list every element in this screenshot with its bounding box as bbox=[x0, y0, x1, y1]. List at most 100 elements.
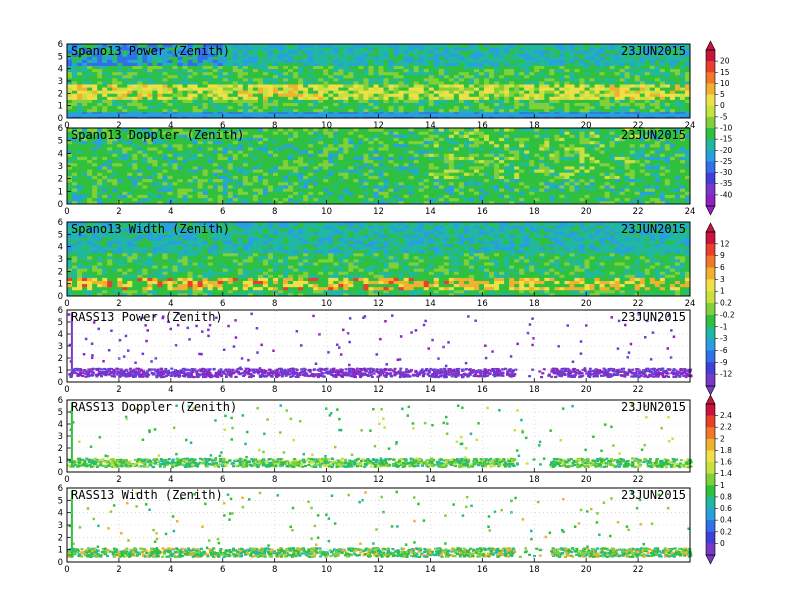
heatmap-cell bbox=[594, 50, 600, 54]
heatmap-cell bbox=[132, 159, 138, 164]
heatmap-cell bbox=[172, 59, 178, 63]
heatmap-cell bbox=[132, 134, 138, 138]
heatmap-cell bbox=[202, 65, 209, 70]
heatmap-cell bbox=[67, 53, 73, 57]
heatmap-cell bbox=[433, 150, 440, 154]
heatmap-cell bbox=[544, 59, 550, 63]
heatmap-cell bbox=[388, 191, 394, 195]
heatmap-cell bbox=[92, 159, 98, 164]
heatmap-cell bbox=[433, 111, 440, 116]
heatmap-cell bbox=[252, 87, 259, 91]
heatmap-cell bbox=[298, 59, 304, 63]
heatmap-cell bbox=[654, 44, 661, 48]
heatmap-cell bbox=[373, 50, 379, 54]
heatmap-cell bbox=[222, 81, 229, 85]
heatmap-cell bbox=[313, 175, 319, 180]
heatmap-cell bbox=[127, 147, 133, 151]
heatmap-cell bbox=[383, 131, 389, 135]
heatmap-cell bbox=[97, 68, 103, 73]
heatmap-cell bbox=[524, 56, 530, 60]
heatmap-cell bbox=[644, 87, 651, 91]
heatmap-cell bbox=[584, 71, 590, 76]
heatmap-cell bbox=[463, 194, 470, 199]
heatmap-cell bbox=[122, 147, 128, 151]
heatmap-cell bbox=[423, 143, 430, 148]
heatmap-cell bbox=[453, 162, 460, 167]
heatmap-cell bbox=[458, 185, 465, 189]
heatmap-cell bbox=[197, 56, 204, 60]
heatmap-cell bbox=[217, 96, 224, 100]
heatmap-cell bbox=[272, 99, 279, 103]
heatmap-cell bbox=[227, 147, 234, 151]
heatmap-cell bbox=[428, 162, 435, 167]
heatmap-cell bbox=[549, 93, 555, 97]
heatmap-cell bbox=[122, 59, 128, 63]
heatmap-cell bbox=[413, 50, 420, 54]
heatmap-cell bbox=[418, 56, 425, 60]
heatmap-cell bbox=[413, 143, 420, 148]
heatmap-cell bbox=[298, 134, 304, 138]
heatmap-cell bbox=[262, 162, 269, 167]
heatmap-cell bbox=[293, 175, 299, 180]
heatmap-cell bbox=[222, 62, 229, 66]
heatmap-cell bbox=[318, 194, 324, 199]
heatmap-cell bbox=[222, 200, 229, 205]
heatmap-cell bbox=[669, 65, 676, 70]
heatmap-cell bbox=[152, 137, 158, 142]
heatmap-cell bbox=[353, 191, 359, 195]
heatmap-cell bbox=[67, 147, 73, 151]
heatmap-cell bbox=[544, 99, 550, 103]
heatmap-cell bbox=[318, 74, 324, 79]
heatmap-cell bbox=[373, 169, 379, 173]
heatmap-cell bbox=[267, 191, 274, 195]
heatmap-cell bbox=[247, 87, 254, 91]
heatmap-cell bbox=[77, 50, 83, 54]
heatmap-cell bbox=[112, 162, 118, 167]
heatmap-cell bbox=[599, 77, 605, 82]
heatmap-cell bbox=[368, 162, 374, 167]
heatmap-cell bbox=[403, 200, 410, 205]
heatmap-cell bbox=[388, 81, 394, 85]
heatmap-cell bbox=[272, 87, 279, 91]
heatmap-cell bbox=[368, 68, 374, 73]
heatmap-cell bbox=[152, 44, 158, 48]
heatmap-cell bbox=[504, 44, 510, 48]
heatmap-cell bbox=[604, 50, 611, 54]
heatmap-cell bbox=[398, 96, 405, 100]
heatmap-cell bbox=[453, 147, 460, 151]
heatmap-cell bbox=[257, 137, 264, 142]
heatmap-cell bbox=[217, 191, 224, 195]
heatmap-cell bbox=[534, 68, 540, 73]
heatmap-cell bbox=[408, 131, 415, 135]
heatmap-cell bbox=[172, 175, 178, 180]
heatmap-cell bbox=[453, 77, 460, 82]
heatmap-cell bbox=[328, 134, 334, 138]
heatmap-cell bbox=[398, 87, 405, 91]
heatmap-cell bbox=[313, 128, 319, 132]
heatmap-cell bbox=[293, 108, 299, 113]
heatmap-cell bbox=[122, 150, 128, 154]
heatmap-cell bbox=[92, 200, 98, 205]
heatmap-cell bbox=[97, 140, 103, 145]
heatmap-cell bbox=[278, 53, 284, 57]
heatmap-cell bbox=[212, 191, 219, 195]
heatmap-cell bbox=[87, 71, 93, 76]
heatmap-cell bbox=[187, 53, 193, 57]
heatmap-cell bbox=[318, 77, 324, 82]
heatmap-cell bbox=[313, 188, 319, 192]
heatmap-cell bbox=[363, 68, 369, 73]
heatmap-cell bbox=[252, 147, 259, 151]
heatmap-cell bbox=[353, 84, 359, 88]
heatmap-cell bbox=[363, 99, 369, 103]
heatmap-cell bbox=[373, 81, 379, 85]
heatmap-cell bbox=[388, 62, 394, 66]
heatmap-cell bbox=[177, 56, 183, 60]
heatmap-cell bbox=[453, 191, 460, 195]
heatmap-cell bbox=[378, 93, 384, 97]
heatmap-cell bbox=[97, 105, 103, 110]
heatmap-cell bbox=[534, 65, 540, 70]
heatmap-cell bbox=[383, 81, 389, 85]
heatmap-cell bbox=[262, 188, 269, 192]
heatmap-cell bbox=[293, 90, 299, 94]
heatmap-cell bbox=[192, 134, 199, 138]
